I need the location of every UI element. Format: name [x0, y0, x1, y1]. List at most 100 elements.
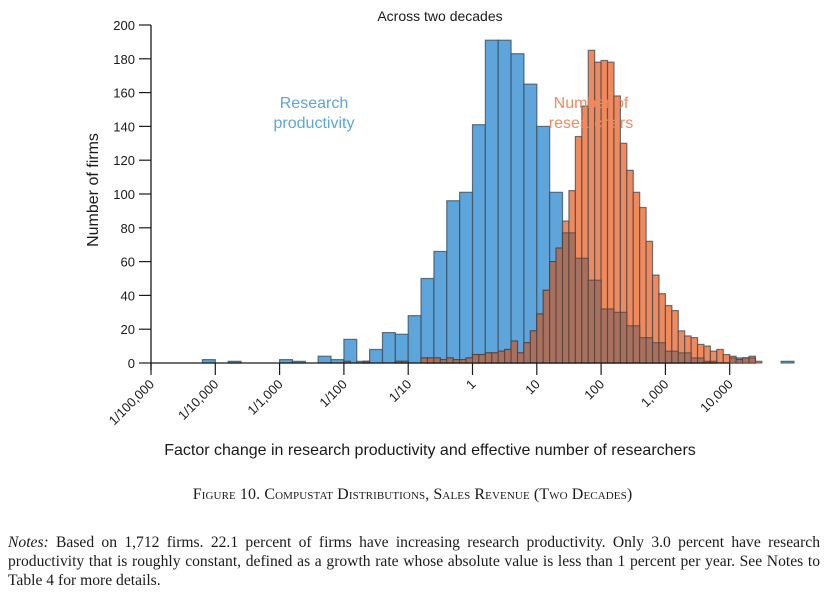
overlap-bar [742, 357, 750, 364]
y-tick-label: 0 [128, 356, 135, 371]
overlap-bar [613, 311, 621, 364]
x-tick-label: 1/1,000 [244, 377, 285, 418]
overlap-bar [497, 350, 506, 364]
number-of-researchers-bar [716, 348, 724, 364]
overlap-bar [484, 352, 493, 364]
x-tick-label: 1 [463, 377, 479, 393]
overlap-region [343, 232, 756, 364]
histogram-chart: Across two decades 0 20 40 60 80 100 120 140 160… [85, 8, 795, 459]
overlap-bar [471, 353, 480, 364]
overlap-bar [536, 313, 544, 364]
overlap-bar [619, 311, 628, 364]
y-axis-label: Number of firms [85, 133, 102, 247]
y-tick-label: 120 [113, 153, 135, 168]
overlap-bar [504, 348, 512, 364]
overlap-bar [433, 357, 441, 364]
overlap-bar [465, 357, 474, 364]
y-tick-label: 140 [113, 119, 135, 134]
overlap-bar [626, 325, 634, 364]
overlap-bar [606, 308, 615, 364]
research-productivity-bar [420, 277, 435, 364]
overlap-bar [523, 342, 531, 364]
research-productivity-bar [394, 333, 409, 364]
overlap-bar [491, 352, 499, 364]
overlap-bar [587, 279, 596, 364]
x-tick-label: 1,000 [638, 377, 672, 411]
research-productivity-bar [407, 315, 422, 364]
overlap-bar [639, 337, 647, 364]
overlap-bar [664, 350, 673, 364]
x-tick-label: 10 [522, 377, 543, 398]
overlap-bar [574, 257, 583, 364]
overlap-bar [677, 352, 686, 364]
axes [150, 25, 730, 370]
overlap-bar [658, 342, 666, 364]
y-tick-label: 200 [113, 18, 135, 33]
research-productivity-bar [317, 355, 332, 364]
overlap-bar [594, 279, 602, 364]
overlap-bar [671, 350, 679, 364]
overlap-bar [748, 357, 756, 364]
research-productivity-bar [369, 348, 384, 364]
y-tick-label: 100 [113, 187, 135, 202]
research-productivity-bar [497, 39, 512, 364]
y-tick-label: 180 [113, 52, 135, 67]
overlap-bar [516, 352, 525, 364]
annotation-research-productivity: Research [280, 95, 348, 112]
overlap-bar [555, 247, 564, 364]
overlap-bar [446, 357, 454, 364]
notes-body: Based on 1,712 firms. 22.1 percent of fi… [8, 534, 820, 589]
x-axis-label: Factor change in research productivity a… [164, 442, 696, 459]
overlap-bar [529, 330, 538, 364]
chart-title: Across two decades [377, 8, 502, 24]
figure-notes: Notes: Based on 1,712 firms. 22.1 percen… [8, 533, 820, 590]
research-productivity-bar [433, 250, 448, 364]
x-ticks: 1/100,000 1/10,000 1/1,000 1/100 1/10 1 10 100 1… [106, 363, 736, 428]
overlap-bar [645, 337, 654, 364]
overlap-bar [510, 340, 519, 364]
annotation-number-of-researchers: researchers [549, 115, 633, 132]
research-productivity-bar [471, 124, 486, 364]
y-tick-label: 60 [121, 255, 135, 270]
y-tick-label: 20 [121, 322, 135, 337]
research-productivity-bar [780, 360, 795, 364]
annotation-research-productivity: productivity [274, 115, 355, 132]
figure-caption: Figure 10. Compustat Distributions, Sale… [192, 486, 633, 503]
research-productivity-bar [343, 338, 358, 364]
annotations: Research productivity Number of researchers [274, 95, 634, 132]
series-research-productivity [201, 39, 795, 364]
overlap-bar [542, 289, 551, 364]
x-tick-label: 1/100,000 [106, 377, 158, 429]
research-productivity-bar [446, 200, 461, 364]
research-productivity-bar [510, 53, 525, 364]
y-ticks: 0 20 40 60 80 100 120 140 160 180 200 [113, 18, 151, 371]
notes-lead: Notes: [8, 534, 49, 551]
overlap-bar [420, 357, 429, 364]
x-tick-label: 1/10,000 [175, 377, 221, 423]
overlap-bar [549, 261, 557, 364]
overlap-bar [581, 257, 589, 364]
number-of-researchers-bar [703, 345, 712, 364]
overlap-bar [735, 359, 744, 364]
overlap-bar [690, 357, 699, 364]
x-tick-label: 1/100 [316, 377, 350, 411]
annotation-number-of-researchers: Number of [554, 95, 629, 112]
overlap-bar [696, 357, 705, 364]
x-tick-label: 10,000 [697, 377, 736, 416]
research-productivity-bar [484, 39, 499, 364]
overlap-bar [478, 353, 486, 364]
overlap-bar [561, 232, 570, 364]
number-of-researchers-bar [754, 360, 763, 364]
research-productivity-bar [459, 191, 474, 364]
x-tick-label: 100 [581, 377, 607, 403]
y-tick-label: 40 [121, 288, 135, 303]
overlap-bar [426, 357, 435, 364]
x-tick-label: 1/10 [386, 377, 415, 406]
overlap-bar [651, 342, 660, 364]
number-of-researchers-bar [722, 353, 731, 364]
overlap-bar [729, 357, 737, 364]
research-productivity-bar [381, 331, 396, 364]
overlap-bar [568, 232, 576, 364]
overlap-bar [632, 325, 641, 364]
research-productivity-bar [523, 83, 538, 364]
